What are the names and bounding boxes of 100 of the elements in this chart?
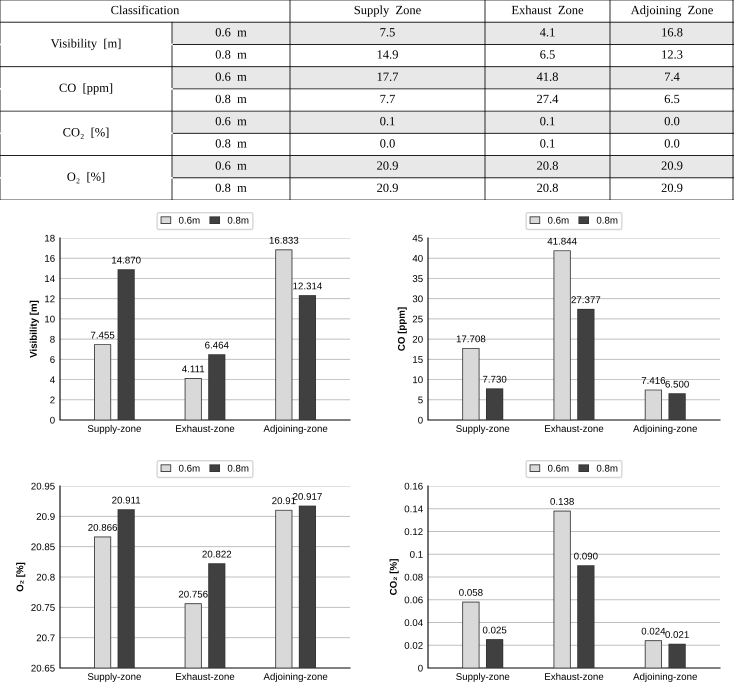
text: 4.1 xyxy=(540,28,555,37)
y-axis-title: O₂ [%] xyxy=(16,562,26,592)
text: 20.9 xyxy=(377,161,398,170)
x-tick-label: Exhaust-zone xyxy=(176,672,234,680)
data-label: 0.138 xyxy=(550,498,574,505)
x-tick-label: Supply-zone xyxy=(456,672,510,682)
legend-label: 0.6m xyxy=(548,464,568,472)
text: CO [ppm] xyxy=(59,83,112,95)
data-label: 7.416 xyxy=(642,377,666,384)
data-label: 7.455 xyxy=(90,332,114,339)
y-tick-label: 0.14 xyxy=(404,505,423,512)
y-tick-label: 12 xyxy=(45,295,55,302)
data-label: 20.866 xyxy=(88,524,118,531)
data-label: 20.917 xyxy=(293,493,322,500)
y-tick-label: 0.02 xyxy=(404,642,423,649)
data-label: 20.91 xyxy=(272,497,296,504)
y-tick-label: 0 xyxy=(418,416,423,424)
text: 14.9 xyxy=(378,50,398,59)
bar xyxy=(462,602,480,668)
text: 7.5 xyxy=(380,28,395,37)
y-tick-label: 2 xyxy=(50,396,55,404)
y-tick-label: 20.75 xyxy=(31,604,55,611)
x-tick-label: Exhaust-zone xyxy=(545,672,604,680)
y-tick-label: 25 xyxy=(412,316,423,323)
y-tick-label: 4 xyxy=(50,376,55,384)
y-tick-label: 5 xyxy=(418,396,423,404)
x-tick-label: Exhaust-zone xyxy=(545,424,604,432)
bar xyxy=(577,565,594,668)
data-label: 16.833 xyxy=(270,236,298,244)
text: Supply Zone xyxy=(354,5,421,17)
text: Exhaust Zone xyxy=(512,5,584,14)
y-tick-label: 0 xyxy=(418,664,423,672)
text: 27.4 xyxy=(537,94,558,104)
text: 0.0 xyxy=(380,139,395,148)
bar xyxy=(94,344,112,420)
y-tick-label: 20.65 xyxy=(31,664,55,672)
data-label: 0.024 xyxy=(642,628,666,635)
data-label: 20.822 xyxy=(202,550,232,558)
text: Classification xyxy=(111,5,180,14)
y-tick-label: 20 xyxy=(412,336,423,343)
data-label: 0.090 xyxy=(574,552,598,560)
data-label: 6.464 xyxy=(205,342,229,349)
text: 0.8 m xyxy=(216,139,247,148)
bar xyxy=(275,249,292,420)
bar xyxy=(668,393,686,420)
legend-label: 0.6m xyxy=(178,216,200,224)
y-tick-label: 16 xyxy=(45,254,55,262)
bar xyxy=(554,250,571,420)
y-tick-label: 30 xyxy=(412,295,423,302)
y-tick-label: 20.7 xyxy=(36,634,55,642)
legend-label: 0.8m xyxy=(228,464,248,472)
text: 0.0 xyxy=(664,116,680,126)
x-tick-label: Adjoining-zone xyxy=(263,424,328,434)
y-tick-label: 20.95 xyxy=(31,482,55,490)
text: 20.9 xyxy=(662,184,682,192)
text: 20.9 xyxy=(377,184,398,192)
text: 16.8 xyxy=(662,28,682,37)
bar xyxy=(644,390,662,420)
y-tick-label: 0.16 xyxy=(404,482,423,490)
data-label: 20.911 xyxy=(112,496,140,504)
y-axis-title: CO [ppm] xyxy=(398,307,407,351)
x-tick-label: Exhaust-zone xyxy=(176,424,234,432)
y-axis-title: Visibility [m] xyxy=(30,300,39,358)
data-label: 0.058 xyxy=(459,589,483,596)
text: 0.8 m xyxy=(216,50,247,59)
x-tick-label: Adjoining-zone xyxy=(633,672,697,682)
data-label: 14.870 xyxy=(112,256,141,264)
y-tick-label: 35 xyxy=(412,275,423,282)
x-tick-label: Supply-zone xyxy=(88,672,141,682)
text: Adjoining Zone xyxy=(630,5,713,17)
text: 0.8 m xyxy=(216,94,247,104)
data-label: 6.500 xyxy=(665,380,689,388)
text: 41.8 xyxy=(536,72,558,81)
text: Visibility [m] xyxy=(50,38,120,50)
data-label: 7.730 xyxy=(482,376,506,383)
text: 20.8 xyxy=(537,184,558,192)
y-tick-label: 20.8 xyxy=(36,574,55,581)
y-tick-label: 15 xyxy=(413,356,423,363)
y-tick-label: 10 xyxy=(45,316,55,323)
bar xyxy=(644,640,662,668)
y-tick-label: 0.08 xyxy=(404,574,423,581)
data-label: 0.021 xyxy=(665,631,689,638)
text: 0.6 m xyxy=(216,28,247,37)
data-label: 27.377 xyxy=(571,296,600,304)
y-tick-label: 0.12 xyxy=(404,528,423,536)
x-tick-label: Adjoining-zone xyxy=(633,424,697,434)
bar xyxy=(118,269,135,420)
y-tick-label: 14 xyxy=(45,275,55,282)
bar xyxy=(577,308,594,420)
legend-label: 0.8m xyxy=(596,216,618,224)
data-label: 41.844 xyxy=(547,238,577,245)
data-label: 0.025 xyxy=(482,626,506,634)
legend-label: 0.8m xyxy=(228,216,248,224)
text: 6.5 xyxy=(664,94,680,104)
text: 12.3 xyxy=(662,50,682,59)
text: 0.0 xyxy=(664,139,680,148)
legend-label: 0.6m xyxy=(178,464,200,472)
bar xyxy=(668,644,686,668)
text: CO₂ [%] xyxy=(63,128,108,139)
legend-label: 0.6m xyxy=(548,216,568,224)
